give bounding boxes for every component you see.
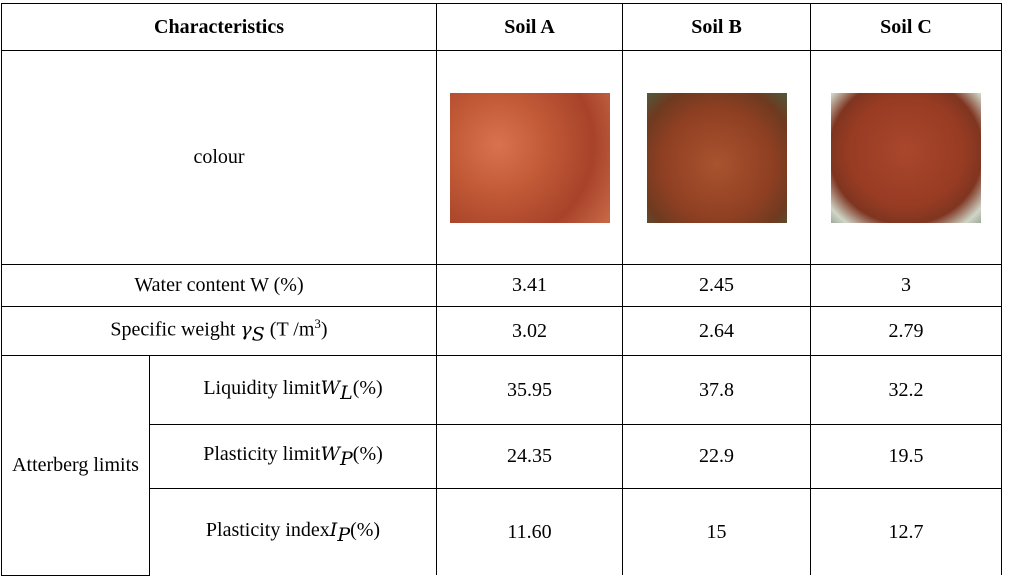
label-part: I: [329, 518, 338, 541]
header-row: Characteristics Soil A Soil B Soil C: [0, 3, 1003, 51]
label-part: W: [320, 376, 341, 399]
value-cell: 3: [810, 264, 1003, 307]
label-part: S: [251, 323, 265, 346]
label-part: P: [337, 523, 351, 546]
label-part: Plasticity limit: [203, 443, 321, 465]
header-cell: Soil B: [622, 3, 812, 51]
label-part: Plasticity index: [205, 518, 330, 541]
label-part: Liquidity limit: [203, 376, 321, 399]
photo-cell: [810, 50, 1003, 265]
value-cell: 3.41: [436, 264, 624, 307]
data-row: Plasticity indexIP(%) 11.60 15 12.7: [2, 488, 1003, 575]
value-cell: 12.7: [810, 488, 1003, 575]
row-label: Liquidity limitWL(%): [148, 355, 438, 425]
value-cell: 3.02: [436, 306, 624, 356]
value-cell: 24.35: [436, 424, 624, 489]
header-cell: Characteristics: [0, 3, 438, 51]
label-part: (T /m: [264, 318, 315, 341]
group-label: Atterberg limits: [1, 355, 150, 576]
label-part: (%): [352, 443, 383, 465]
row-label: Plasticity indexIP(%): [148, 488, 438, 575]
label-part: L: [340, 381, 353, 404]
value-cell: 2.79: [810, 306, 1003, 356]
soil-photo: [831, 92, 982, 223]
value-cell: 32.2: [810, 355, 1003, 425]
label-part: ): [320, 318, 328, 341]
value-cell: 37.8: [622, 355, 812, 425]
data-row: Water content W (%) 3.41 2.45 3: [0, 264, 1003, 307]
label-part: Specific weight: [110, 318, 241, 341]
photo-cell: [622, 50, 812, 265]
row-label: Specific weight γS (T /m3): [0, 306, 438, 356]
row-label: colour: [0, 50, 438, 265]
data-row: Specific weight γS (T /m3) 3.02 2.64 2.79: [0, 306, 1003, 356]
label-part: Water content W (%): [134, 274, 304, 296]
value-cell: 19.5: [810, 424, 1003, 489]
row-label: Plasticity limitWP(%): [148, 424, 438, 489]
header-cell: Soil C: [810, 3, 1003, 51]
value-cell: 35.95: [436, 355, 624, 425]
data-row: Plasticity limitWP(%) 24.35 22.9 19.5: [2, 424, 1003, 489]
label-part: W: [320, 443, 340, 465]
data-row: Atterberg limits Liquidity limitWL(%) 35.9…: [1, 355, 1003, 576]
colour-row: colour: [0, 50, 1003, 265]
soil-photo: [646, 92, 787, 223]
label-part: (%): [352, 376, 383, 399]
value-cell: 2.45: [622, 264, 812, 307]
soil-photo: [449, 92, 610, 223]
photo-cell: [436, 50, 624, 265]
label-part: P: [340, 448, 353, 470]
label-part: (%): [350, 518, 381, 541]
value-cell: 11.60: [436, 488, 624, 575]
row-label: Water content W (%): [0, 264, 438, 307]
value-cell: 2.64: [622, 306, 812, 356]
value-cell: 15: [622, 488, 812, 575]
page: {"table": { "header": ["Characteristics"…: [0, 3, 1017, 580]
header-cell: Soil A: [436, 3, 624, 51]
label-part: γ: [240, 318, 252, 341]
label-part: 3: [314, 316, 321, 332]
value-cell: 22.9: [622, 424, 812, 489]
